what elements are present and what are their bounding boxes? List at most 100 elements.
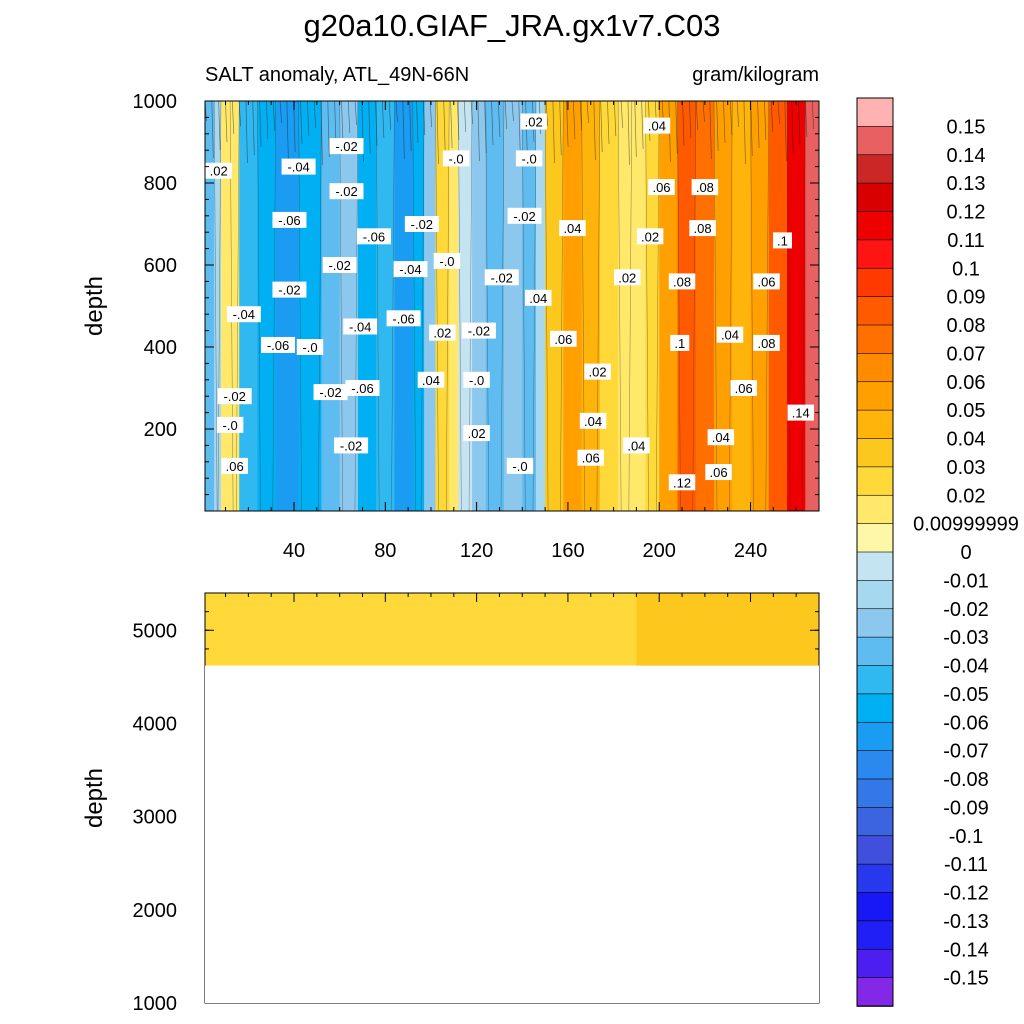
- upper-contour-label-bg-40: [623, 437, 650, 454]
- colorbar-swatch-17: [856, 580, 894, 610]
- upper-contour-label-bg-23: [433, 252, 461, 269]
- upper-contour-label-text-4: .02: [210, 164, 228, 179]
- upper-surface-streak-25: [375, 101, 378, 147]
- upper-xtick-label-2: 120: [460, 540, 493, 562]
- colorbar-label-22: -0.07: [943, 741, 989, 763]
- colorbar-label-5: 0.1: [952, 258, 980, 280]
- upper-contour-label-bg-14: [334, 437, 369, 454]
- upper-column-22: [535, 101, 546, 511]
- upper-surface-streak-1: [211, 101, 214, 159]
- colorbar-swatch-27: [856, 863, 894, 894]
- upper-surface-streak-9: [266, 101, 269, 140]
- upper-column-1: [214, 101, 222, 511]
- upper-contour-label-text-38: .02: [589, 365, 607, 380]
- colorbar-label-16: -0.01: [943, 570, 989, 592]
- upper-column-32: [695, 101, 715, 511]
- upper-contour-label-text-2: -.02: [223, 389, 245, 404]
- upper-surface-streak-51: [552, 101, 555, 164]
- upper-contour-label-text-48: .08: [696, 180, 714, 195]
- upper-surface-streak-18: [327, 101, 330, 158]
- upper-contour-label-6: -.02: [272, 281, 307, 298]
- colorbar-label-4: 0.11: [947, 230, 984, 252]
- colorbar-swatch-21: [856, 693, 894, 724]
- colorbar-label-24: -0.09: [943, 797, 989, 819]
- upper-surface-streak-31: [416, 101, 419, 144]
- upper-contour-label-38: .02: [584, 363, 611, 380]
- lower-panel: -.02-.04.02.04-.0-.0-.02-.0-.0.02 100020…: [81, 592, 820, 1015]
- upper-surface-streak-2: [218, 101, 221, 151]
- upper-contour-label-text-41: .02: [641, 229, 659, 244]
- colorbar-swatch-24: [856, 778, 894, 809]
- upper-contour-label-39: .02: [614, 269, 641, 286]
- upper-surface-streak-53: [566, 101, 569, 148]
- upper-contour-label-bg-33: [524, 289, 552, 306]
- upper-contour-label-text-20: -.02: [411, 217, 433, 232]
- upper-surface-streak-82: [764, 101, 767, 141]
- colorbar-label-17: -0.02: [943, 599, 989, 621]
- colorbar-label-2: 0.13: [947, 173, 986, 195]
- upper-surface-streak-3: [225, 101, 228, 143]
- colorbar-swatch-0: [856, 97, 894, 128]
- upper-contour-label-51: .04: [716, 326, 744, 343]
- upper-surface-streak-30: [409, 101, 412, 152]
- upper-column-19: [485, 101, 505, 511]
- upper-ytick-label-1: 400: [144, 337, 177, 359]
- upper-contour-label-14: -.02: [334, 437, 369, 454]
- upper-contour-label-24: -.0: [442, 150, 470, 167]
- upper-contour-label-bg-2: [217, 388, 252, 405]
- upper-contour-label-text-44: .12: [673, 475, 691, 490]
- colorbar-swatch-31: [856, 977, 894, 1007]
- upper-column-30: [659, 101, 679, 511]
- upper-column-11: [376, 101, 396, 511]
- upper-contour-label-text-19: -.04: [399, 262, 421, 277]
- upper-contour-label-text-8: -.04: [287, 160, 309, 175]
- upper-contour-line-21: [522, 101, 526, 511]
- upper-contour-label-text-39: .02: [618, 270, 636, 285]
- upper-contour-label-bg-9: [296, 339, 324, 355]
- colorbar-label-27: -0.12: [943, 883, 989, 905]
- upper-contour-label-bg-38: [584, 363, 611, 380]
- upper-surface-streak-55: [579, 101, 583, 132]
- upper-contour-label-bg-18: [386, 310, 421, 327]
- upper-surface-streak-36: [450, 101, 453, 149]
- upper-surface-streak-24: [368, 101, 371, 155]
- upper-contour-label-text-45: .1: [674, 336, 685, 351]
- upper-contour-label-18: -.06: [386, 310, 421, 327]
- upper-contour-label-bg-49: [705, 464, 732, 481]
- colorbar-swatch-29: [856, 920, 894, 951]
- upper-surface-streak-14: [300, 101, 303, 145]
- upper-contour-label-31: -.0: [515, 150, 543, 167]
- upper-contour-label-text-5: -.06: [267, 338, 289, 353]
- upper-contour-label-bg-16: [343, 318, 378, 335]
- upper-contour-label-text-28: -.02: [491, 270, 513, 285]
- upper-surface-streak-29: [402, 101, 405, 160]
- upper-contour-line-20: [500, 101, 505, 511]
- upper-contour-line-12: [391, 101, 395, 511]
- upper-contour-line-31: [677, 101, 681, 511]
- upper-contour-line-4: [235, 101, 240, 511]
- colorbar-swatch-3: [856, 182, 894, 213]
- upper-contour-label-bg-25: [463, 425, 490, 442]
- upper-xtick-label-5: 240: [734, 540, 767, 562]
- upper-contour-label-bg-29: [506, 457, 534, 474]
- upper-column-4: [239, 101, 259, 511]
- upper-contour-label-text-21: .04: [422, 373, 440, 388]
- colorbar-label-30: -0.15: [943, 968, 989, 990]
- upper-surface-streak-77: [729, 101, 733, 136]
- upper-surface-streak-88: [805, 101, 808, 138]
- upper-surface-streak-33: [429, 101, 432, 128]
- upper-contour-label-text-52: .06: [735, 381, 753, 396]
- colorbar-label-21: -0.06: [943, 712, 989, 734]
- upper-contour-label-bg-13: [329, 138, 364, 155]
- upper-contour-label-53: .08: [753, 334, 780, 351]
- upper-contour-line-30: [655, 101, 660, 511]
- colorbar-swatch-25: [856, 807, 894, 837]
- upper-xtick-label-4: 200: [643, 540, 676, 562]
- upper-contour-label-text-12: -.02: [335, 184, 357, 199]
- upper-y-axis-label: depth: [81, 276, 108, 336]
- upper-surface-streak-60: [613, 101, 617, 137]
- colorbar-swatch-8: [856, 324, 894, 355]
- colorbar-swatch-20: [856, 665, 894, 695]
- upper-surface-streak-42: [491, 101, 494, 146]
